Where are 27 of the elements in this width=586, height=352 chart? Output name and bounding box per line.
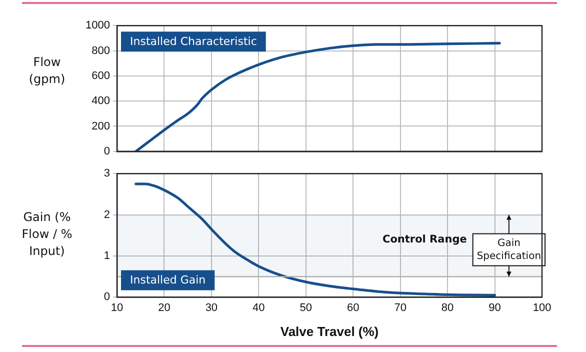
x-tick-label: 100 [532, 302, 552, 314]
x-tick-label: 30 [205, 302, 218, 314]
x-tick-label: 40 [252, 302, 265, 314]
x-tick-label: 70 [394, 302, 406, 314]
y-tick-label: 2 [104, 208, 110, 221]
band-label: Gain Specification [476, 238, 542, 262]
x-tick-label: 10 [110, 302, 124, 314]
y-axis-title: Gain (% Flow / % Input) [20, 209, 74, 260]
y-tick-label: 200 [92, 120, 110, 132]
y-tick-label: 1 [104, 250, 110, 262]
x-tick-label: 90 [488, 302, 501, 314]
x-axis-title: Valve Travel (%) [280, 324, 379, 339]
y-tick-label: 3 [104, 168, 110, 180]
x-tick-label: 60 [346, 302, 360, 314]
y-tick-label: 0 [104, 291, 110, 304]
x-tick-label: 80 [441, 302, 454, 314]
y-tick-label: 1000 [86, 20, 110, 32]
text: Installed Gain [130, 274, 206, 287]
y-tick-label: 400 [92, 95, 110, 108]
y-tick-label: 600 [92, 70, 110, 82]
y-tick-label: 0 [104, 145, 110, 158]
series-label: Installed Characteristic [130, 34, 257, 48]
y-tick-label: 800 [92, 44, 110, 57]
annotation: Control Range [382, 233, 467, 246]
x-tick-label: 20 [158, 302, 170, 314]
y-axis-title: Flow (gpm) [28, 54, 66, 88]
x-tick-label: 50 [300, 302, 312, 314]
